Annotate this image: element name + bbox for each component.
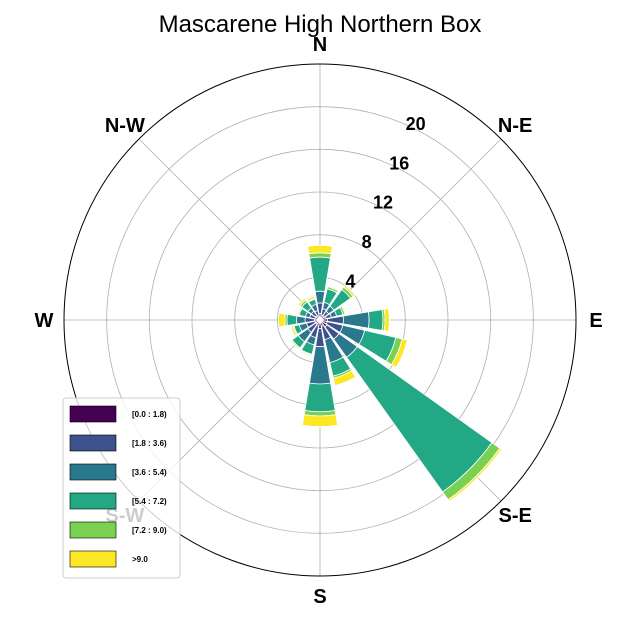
- bar-sector-0-bin-2: [314, 290, 326, 304]
- r-tick-label: 12: [373, 193, 393, 213]
- direction-label-n-e: N-E: [498, 115, 532, 137]
- legend-label: [0.0 : 1.8): [132, 410, 167, 419]
- grid-spoke: [138, 138, 321, 321]
- bar-sector-12-bin-5: [278, 312, 286, 328]
- chart-title: Mascarene High Northern Box: [159, 11, 482, 38]
- legend-swatch: [69, 405, 117, 423]
- direction-label-n: N: [313, 34, 327, 56]
- bar-sector-7-bin-5: [332, 370, 357, 386]
- legend-swatch: [69, 463, 117, 481]
- direction-label-w: W: [35, 310, 54, 332]
- bar-sector-4-bin-5: [383, 308, 390, 332]
- legend-label: [5.4 : 7.2): [132, 497, 167, 506]
- legend-label: [3.6 : 5.4): [132, 468, 167, 477]
- legend-label: [7.2 : 9.0): [132, 526, 167, 535]
- r-tick-label: 20: [406, 114, 426, 134]
- bar-sector-5-bin-5: [390, 338, 408, 369]
- legend-swatch: [69, 492, 117, 510]
- r-tick-label: 8: [362, 232, 372, 252]
- legend-label: >9.0: [132, 555, 148, 564]
- direction-label-s: S: [313, 586, 326, 608]
- bar-sector-0-bin-3: [309, 256, 331, 293]
- bar-sector-8-bin-3: [304, 382, 336, 413]
- legend: [0.0 : 1.8) [1.8 : 3.6) [3.6 : 5.4) [5.4 : …: [62, 397, 181, 579]
- bar-sector-14-bin-5: [297, 297, 307, 307]
- legend-swatch: [69, 550, 117, 568]
- direction-label-s-e: S-E: [498, 505, 531, 527]
- direction-label-n-w: N-W: [105, 115, 145, 137]
- bar-sector-3-bin-5: [341, 305, 347, 315]
- bar-sector-10-bin-5: [289, 339, 301, 351]
- legend-label: [1.8 : 3.6): [132, 439, 167, 448]
- bar-sector-6-bin-5: [447, 447, 503, 503]
- bar-sector-4-bin-3: [367, 309, 384, 331]
- bar-sector-11-bin-5: [290, 325, 298, 337]
- bar-sector-12-bin-3: [286, 314, 298, 326]
- bar-sector-2-bin-5: [342, 284, 356, 298]
- legend-swatch: [69, 521, 117, 539]
- bar-sector-9-bin-5: [299, 350, 313, 357]
- bar-sector-15-bin-5: [306, 295, 316, 302]
- r-tick-label: 4: [345, 272, 355, 292]
- bar-sector-1-bin-5: [327, 285, 340, 292]
- outer-frame: [63, 63, 577, 577]
- bar-sector-12-bin-2: [296, 315, 306, 325]
- legend-swatch: [69, 434, 117, 452]
- direction-label-e: E: [589, 310, 602, 332]
- bar-sector-0-bin-5: [307, 244, 333, 255]
- r-tick-label: 16: [389, 153, 409, 173]
- bar-sector-8-bin-5: [301, 414, 339, 428]
- wind-bars: [278, 244, 503, 503]
- bar-sector-13-bin-5: [296, 307, 302, 316]
- bar-sector-4-bin-2: [342, 311, 370, 329]
